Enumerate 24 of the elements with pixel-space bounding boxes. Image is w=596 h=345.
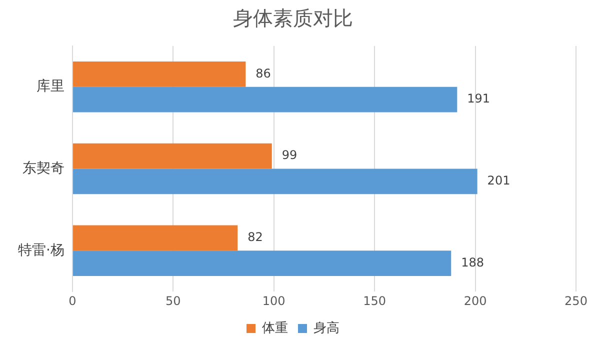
bar [72,168,478,194]
data-label: 188 [461,255,484,270]
chart-title: 身体素质对比 [233,6,353,30]
legend-label: 体重 [262,320,288,336]
x-tick-label: 150 [363,294,386,308]
bar [72,250,452,276]
legend-label: 身高 [314,320,340,336]
bar [72,62,246,87]
x-tick-label: 100 [262,294,286,308]
x-tick-label: 50 [166,294,181,308]
data-label: 201 [487,174,510,188]
x-tick-label: 200 [464,294,487,308]
y-tick-label: 特雷·杨 [18,242,64,258]
data-label: 82 [248,230,263,244]
bar [72,225,238,251]
data-label: 99 [282,148,298,162]
y-tick-label: 库里 [36,78,64,95]
y-tick-label: 东契奇 [22,160,64,176]
x-tick-label: 0 [68,294,76,308]
bar [72,143,272,169]
bar [72,86,458,112]
x-tick-label: 250 [564,294,588,308]
data-label: 86 [256,66,271,80]
data-label: 191 [467,92,490,106]
